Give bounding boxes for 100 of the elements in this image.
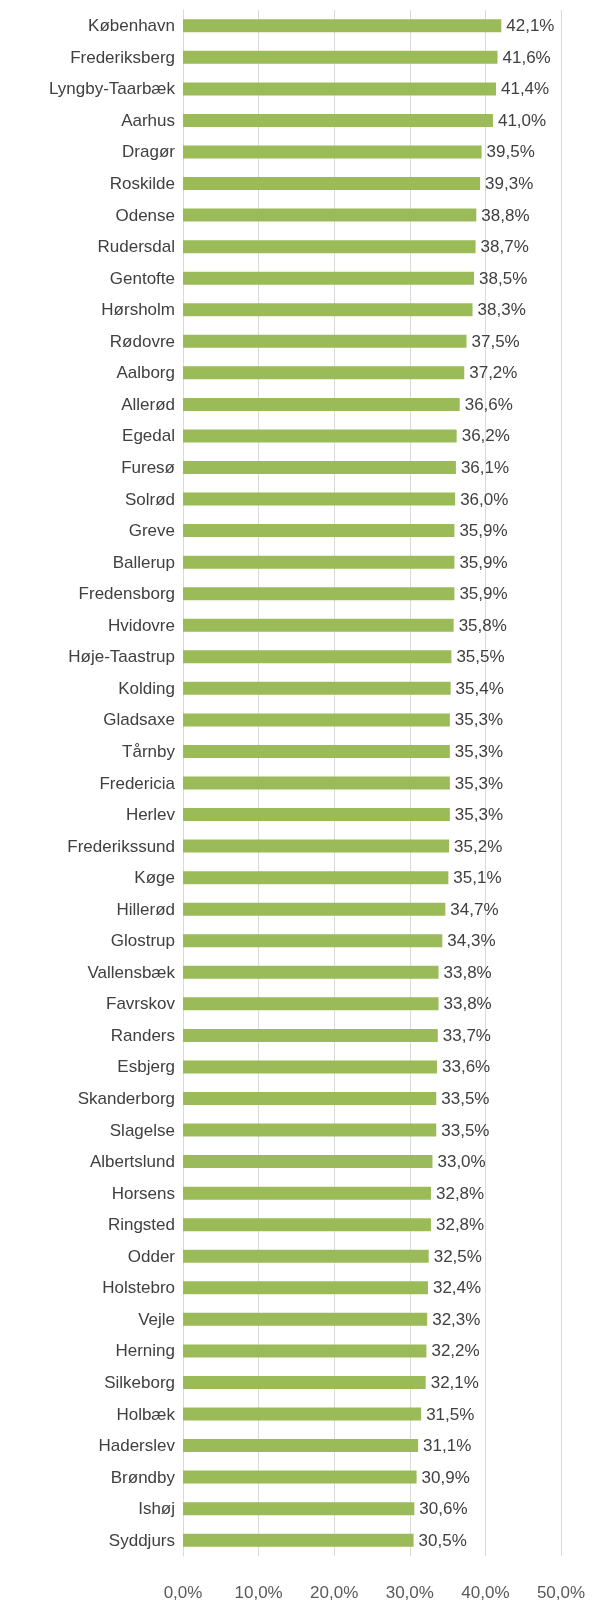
y-tick-label: Herlev [125,805,176,825]
y-tick-label: København [88,16,175,36]
bar [183,19,502,33]
bar [183,50,498,64]
bar [183,397,460,411]
y-tick-label: Hvidovre [107,615,175,635]
data-label: 35,1% [453,868,502,888]
data-label: 41,4% [500,79,550,99]
x-tick-label: 30,0% [385,1583,434,1602]
y-tick-label: Køge [134,868,175,888]
data-label: 33,5% [441,1089,490,1109]
y-tick-label: Holbæk [116,1404,176,1424]
data-label: 36,1% [460,457,510,477]
bar [183,429,457,443]
bar [183,1123,437,1137]
data-label: 41,6% [502,47,551,67]
bar [183,1028,438,1042]
y-tick-label: Syddjurs [108,1530,175,1550]
data-label: 33,7% [442,1025,491,1045]
data-label: 35,5% [456,647,505,667]
y-tick-label: Skanderborg [77,1089,175,1109]
data-label: 32,1% [430,1372,479,1392]
data-label: 35,9% [459,552,508,572]
bar [183,839,450,853]
bar [183,681,451,695]
data-label: 42,1% [506,16,555,36]
y-tick-label: Lyngby-Taarbæk [49,79,176,99]
data-label: 34,3% [447,931,496,951]
bar [183,1060,438,1074]
y-tick-label: Aalborg [116,363,175,383]
bar [183,1186,431,1200]
bar [183,208,477,222]
y-tick-label: Odense [115,205,175,225]
bar [183,871,449,885]
bar [183,713,450,727]
y-tick-label: Randers [110,1025,175,1045]
y-tick-label: Rudersdal [97,237,175,257]
y-tick-label: Favrskov [106,994,176,1014]
data-label: 33,6% [442,1057,491,1077]
bar [183,460,456,474]
data-label: 38,7% [480,237,529,257]
bar [183,1344,427,1358]
y-tick-label: Gentofte [109,268,175,288]
y-tick-label: Albertslund [89,1152,175,1172]
y-tick-label: Hillerød [116,899,175,919]
data-label: 32,3% [432,1309,481,1329]
bar [183,1533,414,1547]
bar [183,1407,422,1421]
x-tick-label: 20,0% [310,1583,359,1602]
data-label: 36,6% [464,394,513,414]
y-tick-label: Ringsted [107,1215,175,1235]
y-tick-label: Vallensbæk [87,962,176,982]
data-label: 31,5% [426,1404,475,1424]
data-label: 33,8% [443,994,492,1014]
y-tick-label: Tårnby [122,741,176,761]
y-tick-label: Dragør [122,142,176,162]
bar [183,744,450,758]
data-label: 36,2% [461,426,510,446]
data-label: 36,0% [460,489,509,509]
data-label: 39,5% [486,142,535,162]
data-label: 32,5% [433,1246,482,1266]
data-label: 35,3% [454,805,504,825]
y-tick-label: Slagelse [109,1120,175,1140]
bar [183,650,452,664]
bar [183,997,439,1011]
bar [183,1155,433,1169]
bar [183,1249,429,1263]
y-tick-label: Allerød [121,394,175,414]
data-label: 34,7% [450,899,499,919]
data-label: 41,0% [497,110,547,130]
y-tick-label: Ishøj [138,1499,175,1519]
data-label: 33,0% [437,1152,486,1172]
y-tick-label: Fredensborg [78,584,175,604]
bar [183,145,482,159]
data-label: 30,6% [419,1499,468,1519]
data-label: 39,3% [485,174,534,194]
bar [183,524,455,538]
bar [183,1218,431,1232]
y-tick-label: Aarhus [121,110,175,130]
y-tick-label: Silkeborg [104,1372,175,1392]
data-label: 35,9% [459,521,508,541]
data-label: 35,9% [459,584,508,604]
bar [183,113,493,127]
data-label: 30,9% [421,1467,470,1487]
data-label: 33,8% [443,962,492,982]
y-tick-label: Esbjerg [117,1057,175,1077]
data-label: 35,4% [455,678,504,698]
bar [183,177,481,191]
y-tick-label: Herning [115,1341,175,1361]
data-label: 38,3% [477,300,526,320]
y-tick-label: Vejle [138,1309,175,1329]
data-label: 32,8% [435,1183,485,1203]
data-label: 32,4% [432,1278,482,1298]
y-tick-label: Fredericia [99,773,176,793]
bar [183,934,443,948]
y-tick-label: Frederiksberg [70,47,175,67]
data-label: 30,5% [418,1530,467,1550]
bar [183,1375,426,1389]
y-tick-label: Solrød [124,489,175,509]
y-tick-label: Glostrup [110,931,175,951]
